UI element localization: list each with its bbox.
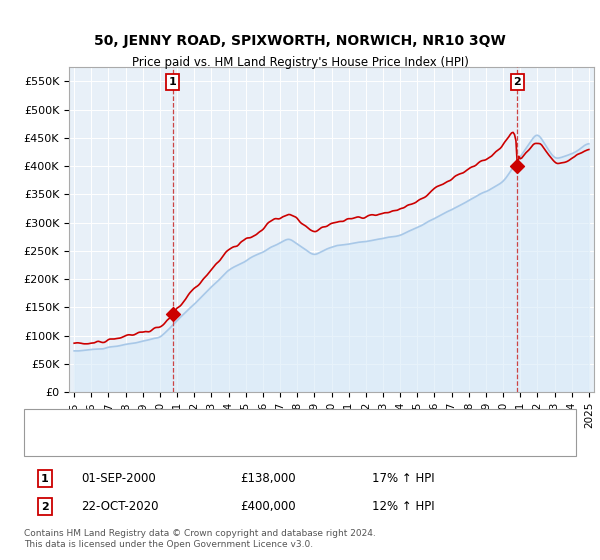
Text: ——: —— (36, 436, 64, 450)
Text: Price paid vs. HM Land Registry's House Price Index (HPI): Price paid vs. HM Land Registry's House … (131, 56, 469, 69)
Text: 1: 1 (169, 77, 176, 87)
Text: Contains HM Land Registry data © Crown copyright and database right 2024.
This d: Contains HM Land Registry data © Crown c… (24, 529, 376, 549)
Text: 50, JENNY ROAD, SPIXWORTH, NORWICH, NR10 3QW (detached house): 50, JENNY ROAD, SPIXWORTH, NORWICH, NR10… (72, 417, 441, 427)
Text: £400,000: £400,000 (240, 500, 296, 514)
Text: 1: 1 (41, 474, 49, 484)
Text: 12% ↑ HPI: 12% ↑ HPI (372, 500, 434, 514)
Point (168, 310, 178, 319)
Text: HPI: Average price, detached house, Broadland: HPI: Average price, detached house, Broa… (72, 438, 318, 448)
Text: 50, JENNY ROAD, SPIXWORTH, NORWICH, NR10 3QW: 50, JENNY ROAD, SPIXWORTH, NORWICH, NR10… (94, 34, 506, 48)
Text: 22-OCT-2020: 22-OCT-2020 (81, 500, 158, 514)
Text: 17% ↑ HPI: 17% ↑ HPI (372, 472, 434, 486)
Text: 2: 2 (514, 77, 521, 87)
Point (512, 162, 522, 171)
Text: 2: 2 (41, 502, 49, 512)
Text: £138,000: £138,000 (240, 472, 296, 486)
Text: ——: —— (36, 415, 64, 429)
Text: 01-SEP-2000: 01-SEP-2000 (81, 472, 156, 486)
